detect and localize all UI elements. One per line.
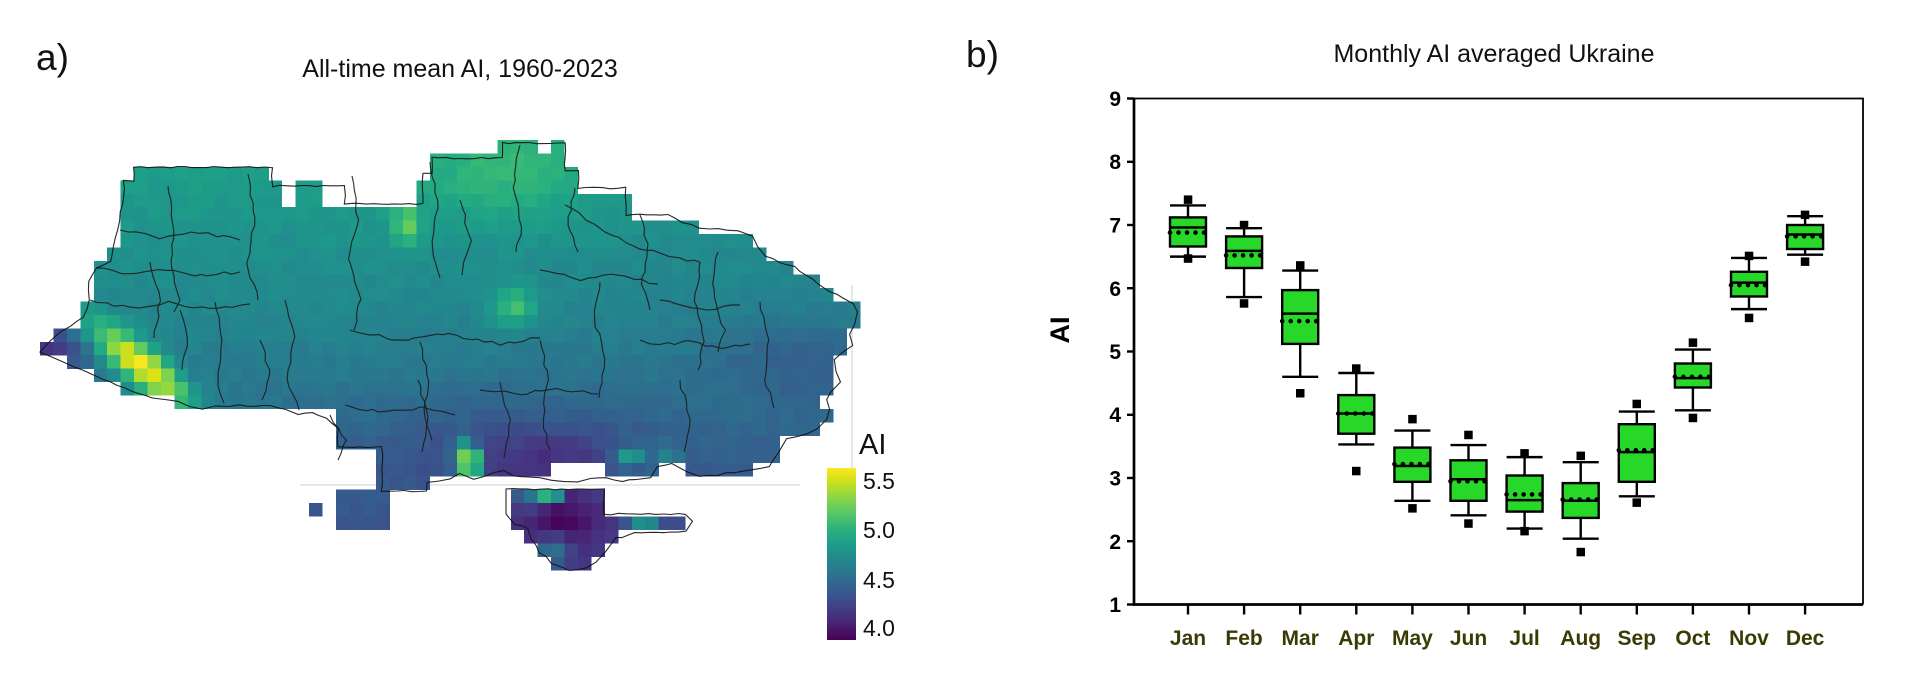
svg-text:5: 5 [1109,341,1121,364]
svg-text:Nov: Nov [1729,627,1769,650]
svg-text:Monthly AI averaged Ukraine: Monthly AI averaged Ukraine [1333,40,1654,68]
svg-text:Oct: Oct [1675,627,1710,650]
svg-text:4: 4 [1109,404,1121,427]
svg-text:3: 3 [1109,468,1121,491]
svg-text:All-time mean AI, 1960-2023: All-time mean AI, 1960-2023 [302,55,617,83]
svg-text:1: 1 [1109,594,1121,617]
svg-text:7: 7 [1109,215,1121,238]
svg-text:AI: AI [1045,317,1075,344]
svg-text:Feb: Feb [1225,627,1262,650]
svg-text:Apr: Apr [1338,627,1374,650]
svg-text:5.5: 5.5 [863,468,895,494]
svg-text:Jan: Jan [1170,627,1206,650]
svg-text:a): a) [36,37,69,78]
svg-text:b): b) [966,34,999,75]
svg-text:4.0: 4.0 [863,615,895,641]
svg-text:2: 2 [1109,531,1121,554]
svg-text:Aug: Aug [1560,627,1601,650]
svg-text:8: 8 [1109,151,1121,174]
svg-text:5.0: 5.0 [863,517,895,543]
svg-text:Sep: Sep [1618,627,1657,650]
svg-text:Jun: Jun [1450,627,1487,650]
svg-text:Jul: Jul [1509,627,1539,650]
svg-text:Mar: Mar [1282,627,1319,650]
svg-text:9: 9 [1109,88,1121,111]
svg-text:4.5: 4.5 [863,567,895,593]
svg-text:AI: AI [859,429,886,461]
svg-text:6: 6 [1109,278,1121,301]
svg-text:Dec: Dec [1786,627,1825,650]
svg-text:May: May [1392,627,1433,650]
